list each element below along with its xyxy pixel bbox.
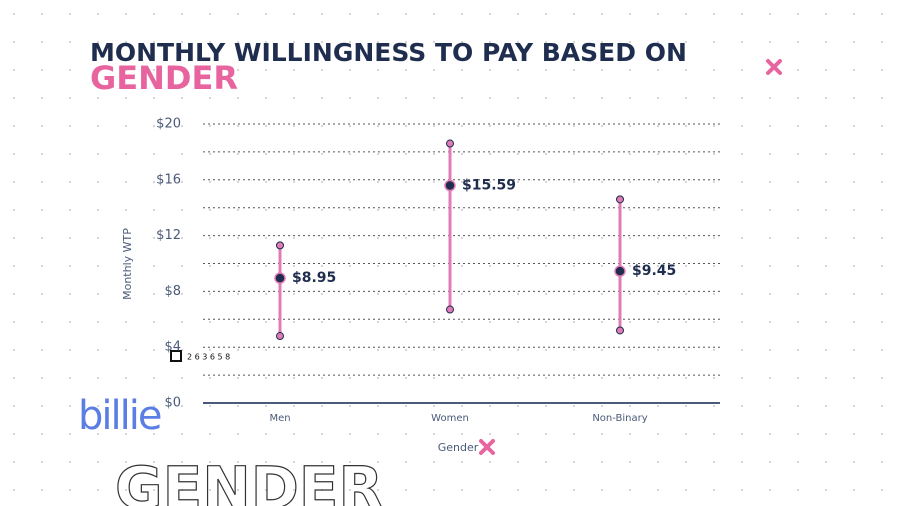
x-tick-label: Women [431,413,469,424]
value-label: $15.59 [462,178,516,194]
logo: billie [78,393,161,439]
x-tick-label: Non-Binary [592,413,647,424]
y-tick-label: $12 [156,228,181,243]
low-point [276,332,284,341]
y-tick-label: $8 [164,284,181,299]
chart-title: MONTHLY WILLINGNESS TO PAY BASED ON [90,38,687,67]
code-text: 2 6 3 6 5 8 [187,353,230,362]
value-label: $9.45 [632,263,676,279]
y-tick-label: $16 [156,172,181,187]
y-tick-label: $0 [164,396,181,411]
y-axis-label: Monthly WTP [121,228,134,300]
code-box [170,350,182,362]
y-tick-label: $20 [156,117,181,132]
low-point [616,326,624,335]
high-point [446,139,454,148]
mean-point [444,179,456,192]
close-icon [479,59,782,455]
chart-title-highlight: GENDER [90,59,238,97]
x-tick-label: Men [269,413,290,424]
x-axis-label: Gender [438,441,479,454]
low-point [446,305,454,314]
mean-point [274,272,286,284]
high-point [276,241,284,250]
y-tick-label: $4 [164,340,181,355]
mean-point [614,265,626,277]
high-point [616,195,624,204]
watermark: GENDER [115,454,383,506]
value-label: $8.95 [292,270,336,286]
